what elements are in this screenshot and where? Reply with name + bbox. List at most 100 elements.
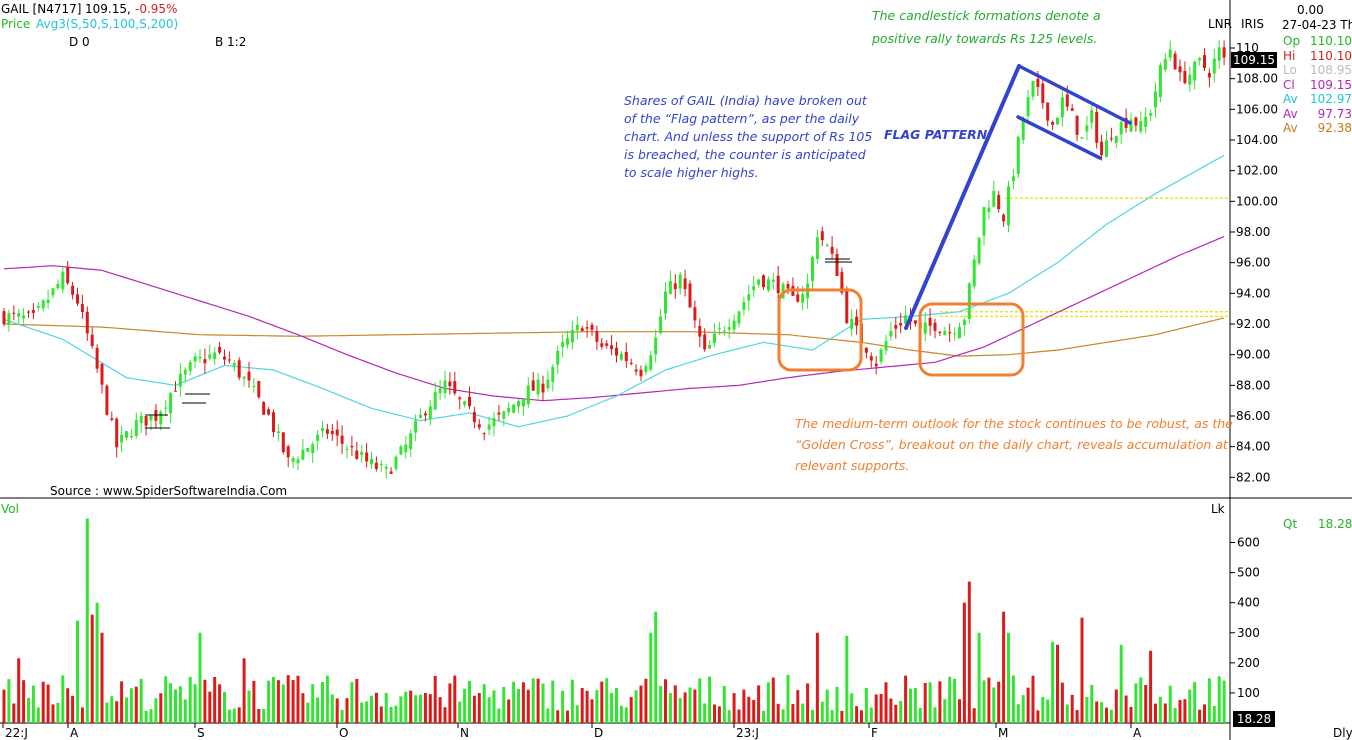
period-label: Dly	[1333, 726, 1352, 740]
candle-body	[517, 400, 520, 407]
volume-bar	[830, 710, 834, 723]
volume-bar	[590, 699, 594, 723]
candle-body	[281, 432, 285, 453]
candle-body	[762, 275, 765, 288]
candle-body	[771, 279, 775, 282]
candle-body	[722, 330, 726, 332]
candle-body	[1007, 186, 1010, 226]
volume-bar	[864, 688, 868, 723]
volume-bar	[933, 707, 937, 723]
volume-bar	[345, 698, 349, 723]
volume-bar	[374, 692, 378, 723]
volume-bar	[100, 632, 104, 723]
candle-body	[1100, 141, 1104, 156]
candle-body	[1168, 49, 1172, 58]
volume-bar	[811, 709, 814, 723]
candle-body	[1193, 61, 1197, 81]
candle-body	[639, 369, 643, 377]
candle-body	[580, 328, 584, 332]
volume-bar	[580, 688, 584, 723]
candle-body	[894, 325, 898, 329]
candle-body	[502, 411, 506, 419]
volume-bar	[1207, 678, 1211, 723]
candle-body	[815, 237, 819, 259]
volume-bar	[757, 685, 761, 723]
volume-bar	[105, 702, 109, 723]
candle-body	[1149, 113, 1153, 116]
volume-bar	[433, 675, 437, 723]
candle-body	[1144, 116, 1148, 127]
candle-body	[864, 347, 868, 353]
candle-body	[967, 283, 971, 320]
ohlc-value: 92.38	[1317, 121, 1352, 135]
candle-body	[1207, 72, 1211, 78]
volume-bar	[438, 697, 442, 723]
candle-body	[350, 445, 354, 448]
candle-body	[178, 373, 182, 387]
candle-body	[904, 315, 908, 324]
candle-body	[193, 356, 197, 362]
volume-bar	[737, 709, 741, 723]
volume-bar	[1188, 689, 1192, 723]
candle-body	[1217, 47, 1221, 61]
candle-body	[1085, 125, 1089, 132]
volume-bar	[492, 690, 496, 723]
volume-bar	[722, 685, 726, 723]
candle-body	[56, 283, 60, 289]
candle-body	[306, 447, 310, 452]
candle-body	[370, 458, 373, 465]
candle-body	[982, 207, 986, 236]
volume-bar	[316, 697, 320, 723]
candle-body	[477, 424, 481, 428]
candle-body	[46, 299, 50, 303]
candle-body	[237, 360, 241, 378]
volume-bar	[899, 701, 903, 723]
volume-bar	[570, 679, 574, 723]
volume-bar	[159, 693, 163, 723]
volume-bar	[654, 611, 658, 723]
candle-body	[125, 431, 128, 438]
volume-bar	[953, 678, 957, 723]
candle-body	[379, 463, 383, 466]
volume-bar	[409, 690, 413, 723]
volume-bar	[242, 658, 246, 723]
candle-body	[835, 253, 839, 277]
volume-bar	[526, 689, 530, 723]
candle-body	[972, 259, 976, 287]
candle-body	[7, 313, 11, 324]
volume-bar	[174, 689, 177, 723]
candle-body	[708, 345, 712, 349]
ohlc-label: Av	[1283, 121, 1298, 135]
volume-bar	[639, 685, 643, 723]
volume-bar	[22, 680, 26, 723]
volume-bar	[223, 691, 226, 723]
candle-body	[776, 275, 780, 294]
volume-bar	[747, 696, 751, 723]
volume-bar	[1085, 697, 1089, 723]
candle-body	[409, 433, 413, 450]
volume-bar	[923, 682, 927, 723]
price-tick-label: 82.00	[1236, 470, 1270, 484]
candle-body	[566, 338, 569, 345]
volume-bar	[1105, 707, 1108, 723]
ohlc-label: Hi	[1283, 48, 1296, 63]
candle-body	[325, 429, 329, 434]
volume-bar	[1065, 704, 1069, 723]
volume-bar	[615, 687, 618, 723]
volume-tick-label: 600	[1237, 536, 1260, 550]
volume-bar	[517, 689, 520, 723]
volume-bar	[66, 688, 70, 723]
candle-body	[673, 283, 677, 290]
volume-bar	[688, 687, 692, 723]
candle-body	[1203, 55, 1206, 68]
volume-bar	[708, 676, 712, 723]
blue-annotation-line: Shares of GAIL (India) have broken out	[624, 93, 867, 108]
ohlc-label: Av	[1283, 92, 1298, 106]
candle-body	[551, 366, 555, 383]
candle-body	[365, 452, 369, 462]
candle-body	[227, 359, 231, 361]
candle-body	[512, 404, 516, 413]
volume-bar	[115, 701, 119, 723]
candle-body	[404, 444, 408, 453]
volume-bar	[938, 681, 942, 723]
